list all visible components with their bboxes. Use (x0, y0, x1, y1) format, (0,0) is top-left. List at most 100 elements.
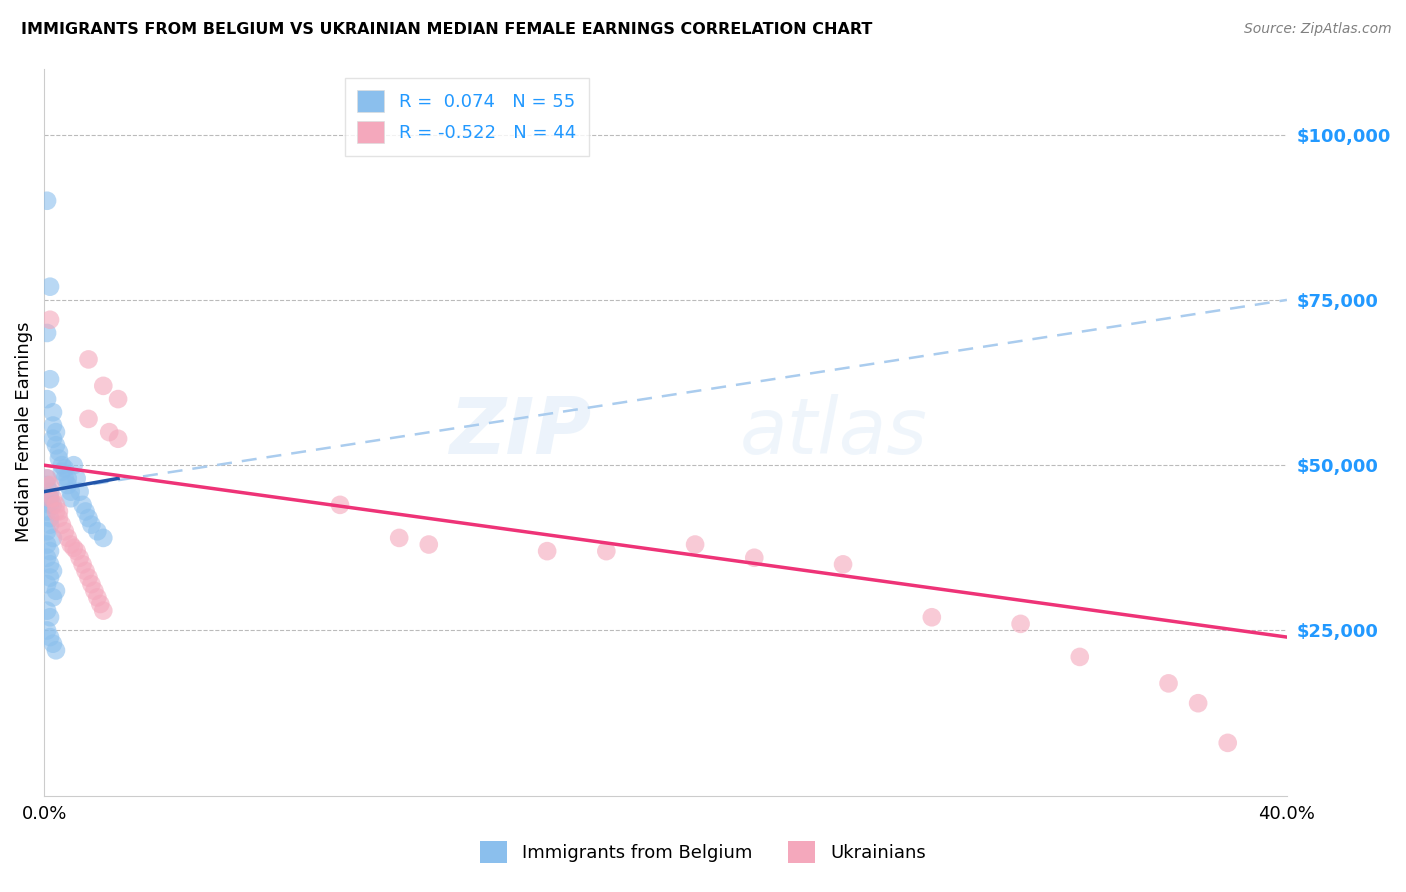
Point (39, 630, 62, 644)
Point (75, 504, 97, 518)
Point (35, 604, 58, 618)
Point (45, 583, 67, 598)
Point (91, 604, 114, 618)
Point (45, 438, 67, 452)
Point (1157, 676, 1180, 690)
Point (1216, 736, 1239, 750)
Y-axis label: Median Female Earnings: Median Female Earnings (15, 322, 32, 542)
Point (1187, 696, 1209, 710)
Point (1069, 649, 1091, 664)
Point (742, 550, 765, 565)
Point (35, 392, 58, 406)
Point (62, 541, 84, 555)
Point (35, 471, 58, 485)
Point (42, 432, 65, 446)
Point (48, 451, 70, 466)
Point (56, 471, 79, 485)
Point (83, 583, 105, 598)
Point (42, 564, 65, 578)
Point (1010, 616, 1032, 631)
Point (56, 531, 79, 545)
Point (51, 517, 73, 532)
Point (56, 478, 79, 492)
Point (35, 326, 58, 340)
Point (35, 550, 58, 565)
Point (89, 597, 111, 611)
Point (921, 610, 943, 624)
Point (59, 484, 82, 499)
Point (91, 531, 114, 545)
Point (48, 504, 70, 518)
Point (35, 624, 58, 638)
Point (35, 577, 58, 591)
Point (51, 458, 73, 473)
Point (35, 471, 58, 485)
Point (66, 544, 89, 558)
Point (59, 537, 82, 551)
Point (53, 524, 76, 539)
Point (48, 511, 70, 525)
Legend: Immigrants from Belgium, Ukrainians: Immigrants from Belgium, Ukrainians (470, 830, 936, 874)
Point (39, 610, 62, 624)
Point (39, 544, 62, 558)
Point (39, 558, 62, 572)
Point (72, 498, 94, 512)
Point (75, 564, 97, 578)
Point (48, 445, 70, 459)
Point (45, 504, 67, 518)
Point (45, 498, 67, 512)
Point (418, 537, 440, 551)
Point (42, 418, 65, 433)
Point (35, 537, 58, 551)
Point (91, 379, 114, 393)
Point (69, 484, 91, 499)
Point (53, 461, 76, 475)
Point (35, 504, 58, 518)
Legend: R =  0.074   N = 55, R = -0.522   N = 44: R = 0.074 N = 55, R = -0.522 N = 44 (344, 78, 589, 156)
Point (39, 517, 62, 532)
Point (59, 491, 82, 506)
Point (39, 279, 62, 293)
Point (80, 577, 103, 591)
Point (77, 511, 100, 525)
Point (77, 571, 100, 585)
Point (39, 491, 62, 506)
Point (42, 637, 65, 651)
Point (832, 558, 855, 572)
Point (683, 537, 706, 551)
Point (39, 498, 62, 512)
Point (595, 544, 617, 558)
Point (39, 484, 62, 499)
Point (77, 412, 100, 426)
Point (86, 524, 108, 539)
Point (45, 425, 67, 439)
Point (35, 524, 58, 539)
Point (51, 465, 73, 479)
Point (39, 478, 62, 492)
Text: atlas: atlas (740, 394, 928, 470)
Point (329, 498, 352, 512)
Point (80, 517, 103, 532)
Point (45, 643, 67, 657)
Point (39, 312, 62, 326)
Point (98, 425, 121, 439)
Point (107, 432, 129, 446)
Text: ZIP: ZIP (449, 394, 591, 470)
Point (39, 491, 62, 506)
Point (66, 471, 89, 485)
Point (39, 511, 62, 525)
Text: Source: ZipAtlas.com: Source: ZipAtlas.com (1244, 22, 1392, 37)
Point (77, 352, 100, 367)
Point (107, 392, 129, 406)
Point (42, 591, 65, 605)
Point (72, 558, 94, 572)
Point (53, 471, 76, 485)
Point (536, 544, 558, 558)
Text: IMMIGRANTS FROM BELGIUM VS UKRAINIAN MEDIAN FEMALE EARNINGS CORRELATION CHART: IMMIGRANTS FROM BELGIUM VS UKRAINIAN MED… (21, 22, 873, 37)
Point (42, 531, 65, 545)
Point (62, 458, 84, 473)
Point (388, 531, 411, 545)
Point (42, 498, 65, 512)
Point (35, 478, 58, 492)
Point (35, 194, 58, 208)
